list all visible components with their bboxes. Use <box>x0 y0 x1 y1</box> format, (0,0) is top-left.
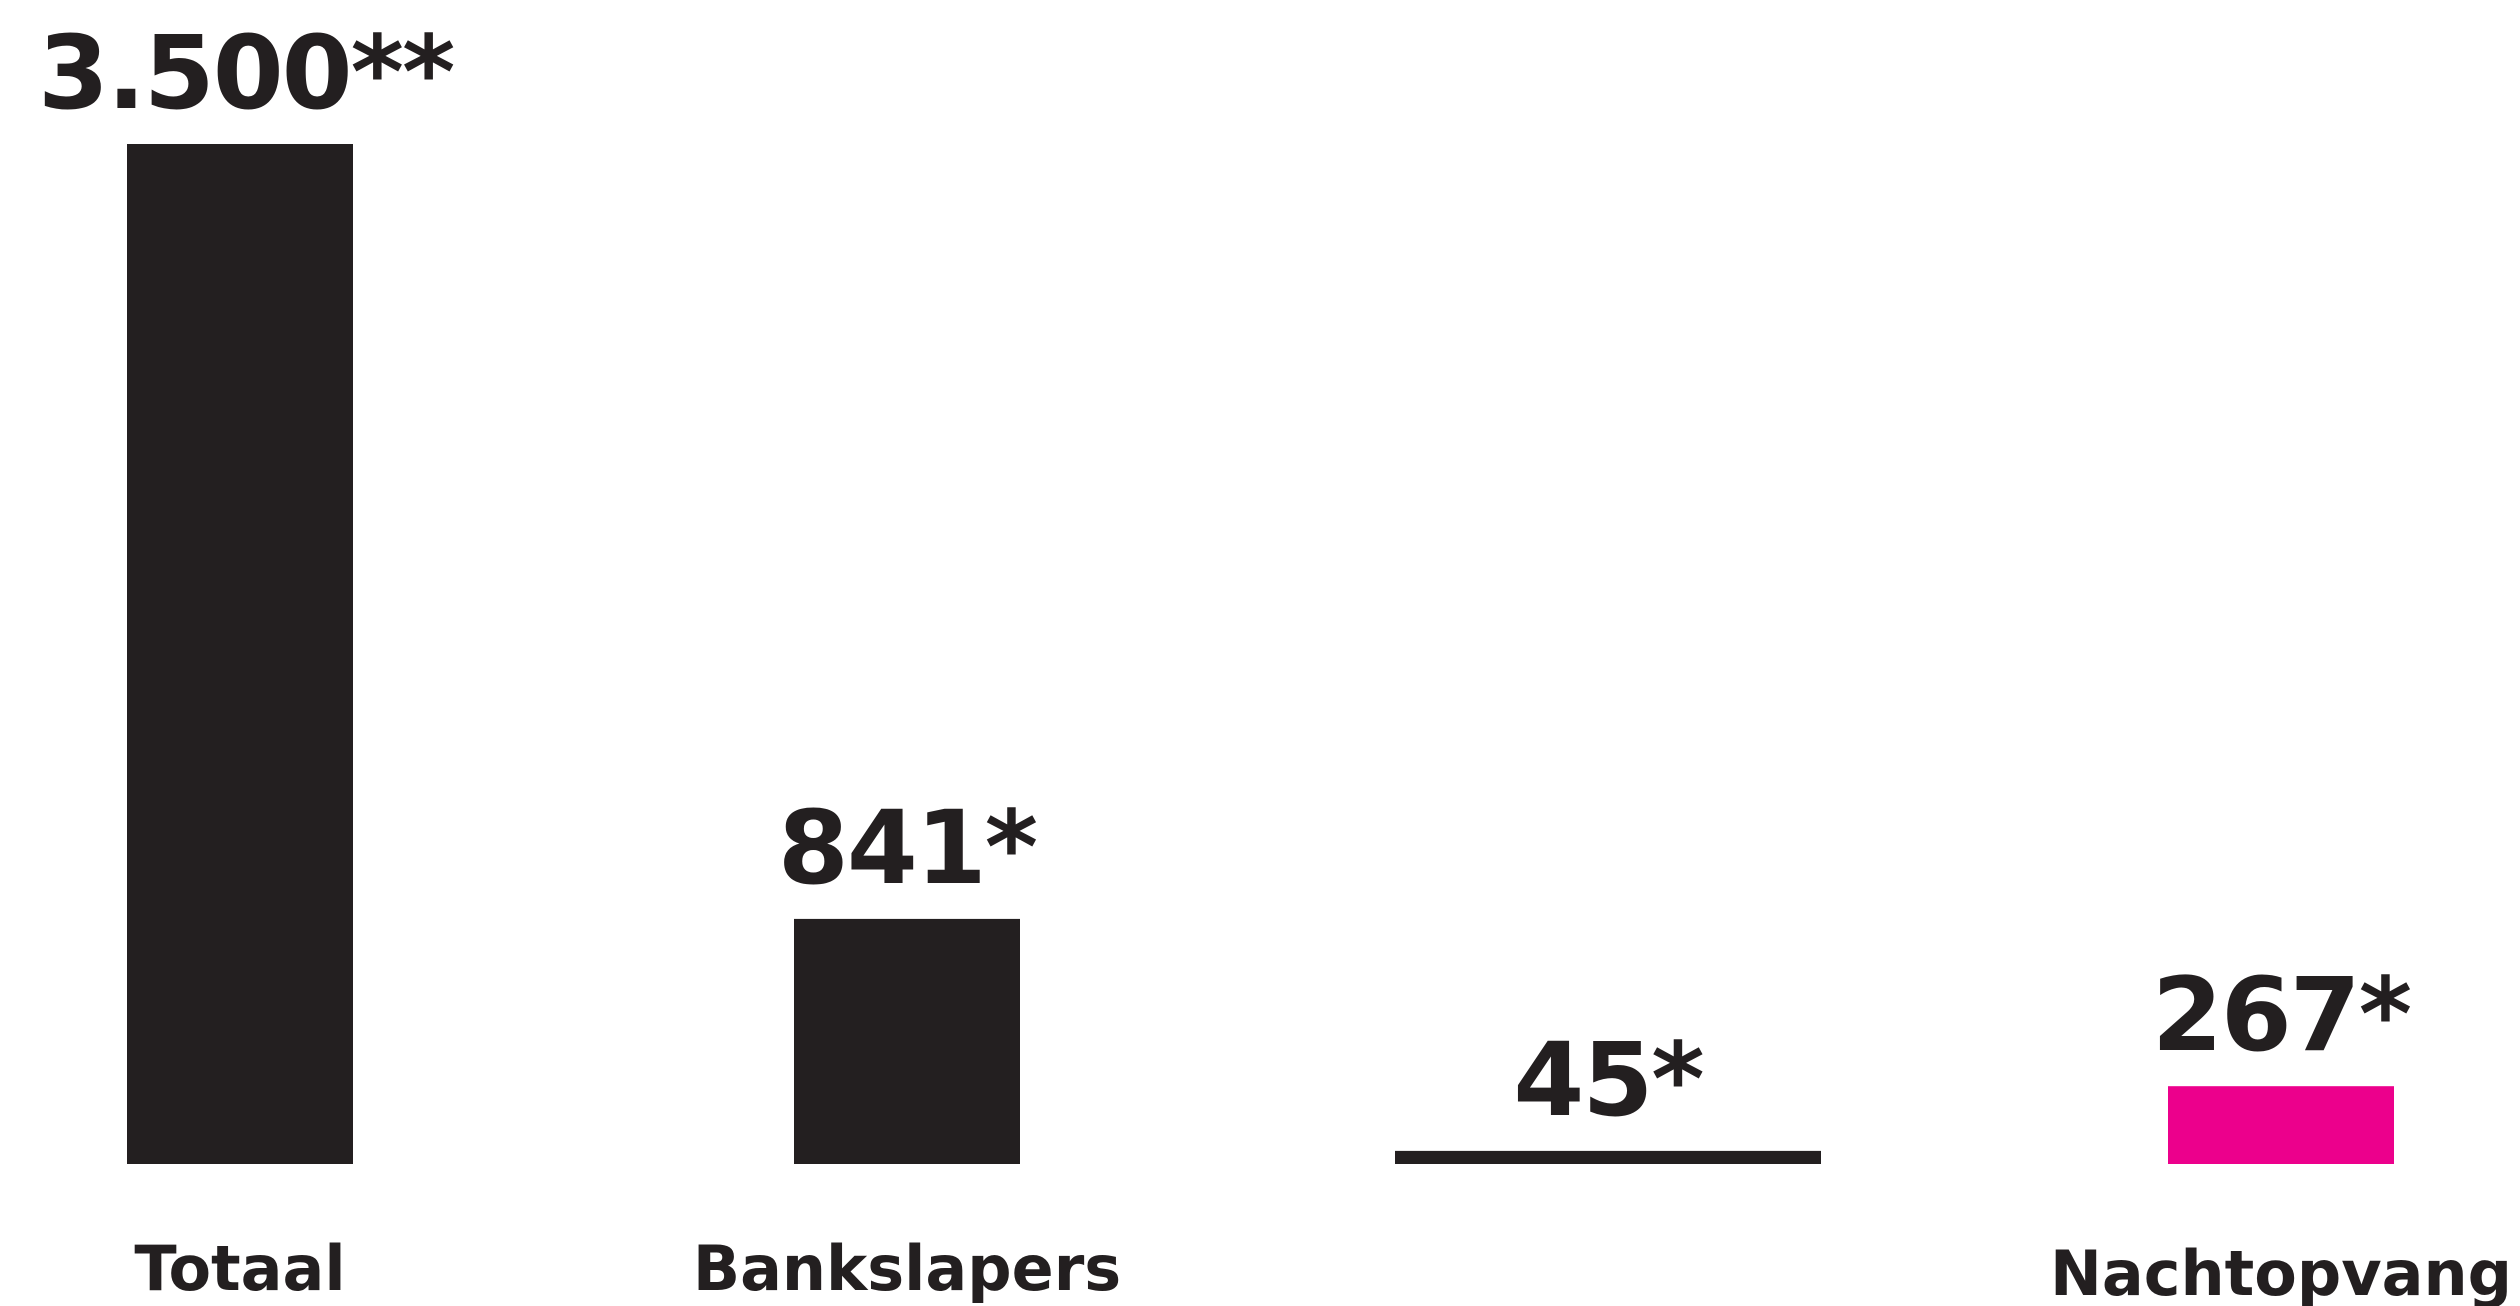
category-label-3: Nachtopvang <box>2050 1237 2512 1306</box>
category-labels-layer: Totaal Bankslapers Nachtopvang <box>134 1232 2512 1306</box>
bar-0 <box>127 144 353 1164</box>
value-label-0: 3.500** <box>38 14 454 133</box>
value-label-2: 45* <box>1513 1021 1703 1140</box>
value-labels-layer: 3.500** 841* 45* 267* <box>38 14 2413 1140</box>
bar-1 <box>794 918 1020 1164</box>
bar-2 <box>1395 1150 1821 1164</box>
bars-layer <box>127 144 2394 1164</box>
category-label-1: Bankslapers <box>693 1232 1121 1305</box>
value-label-1: 841* <box>778 789 1037 908</box>
category-label-0: Totaal <box>134 1232 345 1305</box>
bar-3 <box>2168 1086 2394 1164</box>
value-label-3: 267* <box>2152 956 2411 1075</box>
